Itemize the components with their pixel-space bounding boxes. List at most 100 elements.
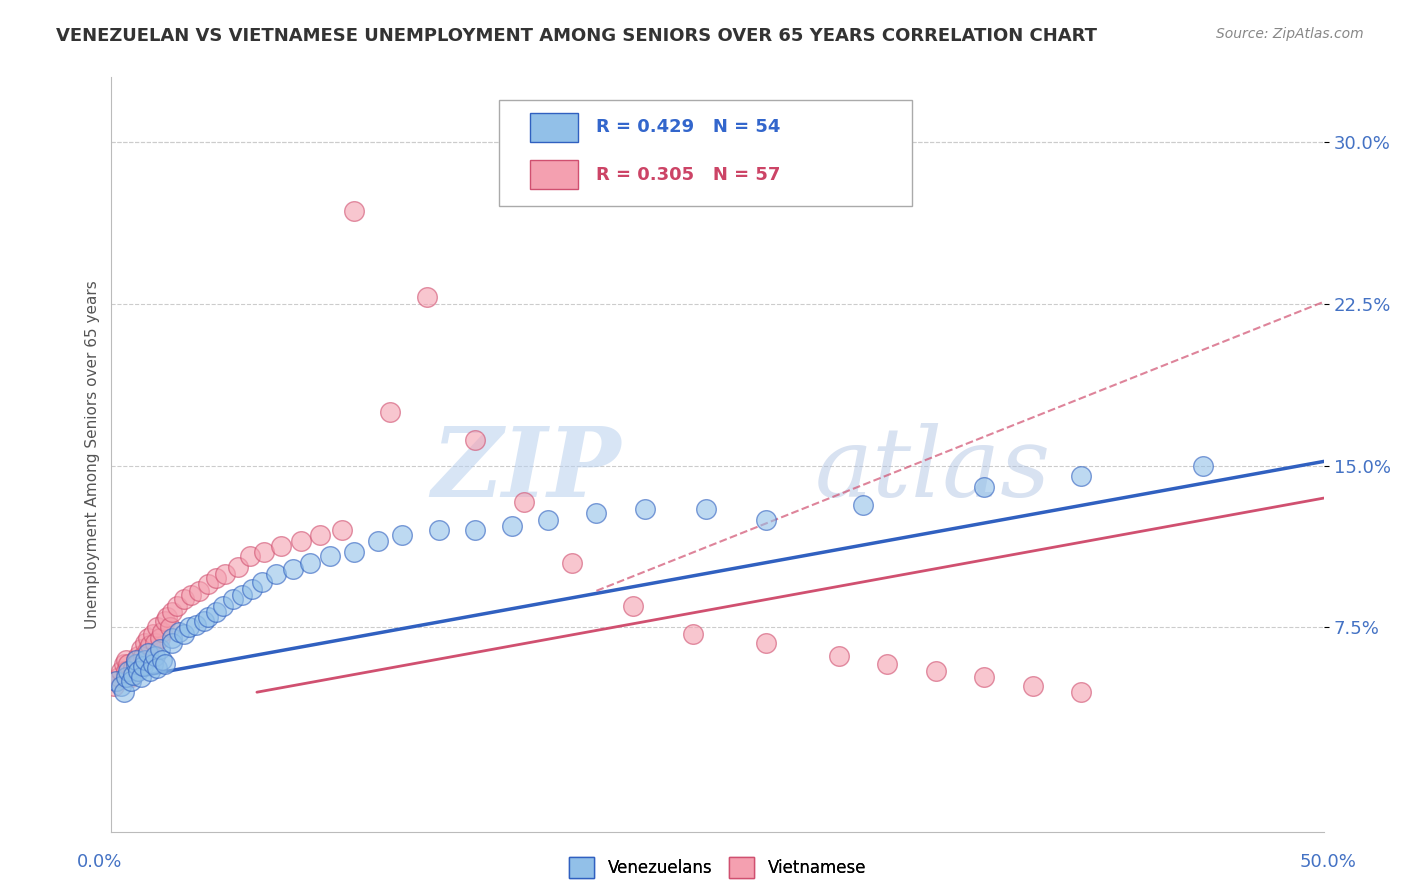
Point [391,527,413,541]
Point [122,668,145,682]
Point [204,606,226,620]
Text: VENEZUELAN VS VIETNAMESE UNEMPLOYMENT AMONG SENIORS OVER 65 YEARS CORRELATION CH: VENEZUELAN VS VIETNAMESE UNEMPLOYMENT AM… [56,27,1097,45]
Point [1070,685,1092,699]
Point [115,670,138,684]
Point [253,545,276,559]
Point [112,657,135,672]
Y-axis label: Unemployment Among Seniors over 65 years: Unemployment Among Seniors over 65 years [86,281,100,629]
Point [115,664,138,678]
Point [634,501,657,516]
Text: Source: ZipAtlas.com: Source: ZipAtlas.com [1216,27,1364,41]
Point [105,674,128,689]
Point [755,635,778,649]
Point [427,524,450,538]
Point [180,588,202,602]
Point [153,614,176,628]
Point [142,627,165,641]
Point [103,679,125,693]
Text: ZIP: ZIP [432,423,620,517]
Point [146,620,169,634]
Point [266,566,288,581]
Point [142,657,165,672]
Point [139,638,162,652]
Point [221,592,243,607]
Point [561,556,583,570]
Point [270,539,292,553]
FancyBboxPatch shape [499,100,911,206]
Point [122,661,145,675]
Point [149,632,172,646]
Point [1191,458,1213,473]
Point [828,648,851,663]
Point [134,653,156,667]
Point [166,599,188,613]
Point [117,664,139,678]
Point [124,653,146,667]
Point [173,592,195,607]
Point [464,524,486,538]
Point [132,659,155,673]
Point [537,513,560,527]
Point [755,513,778,527]
Point [973,670,995,684]
Text: 0.0%: 0.0% [77,853,122,871]
Point [153,657,176,672]
Point [464,433,486,447]
Point [973,480,995,494]
Point [139,664,162,678]
Text: R = 0.305   N = 57: R = 0.305 N = 57 [596,166,780,184]
Point [117,657,139,672]
Point [132,648,155,663]
Point [120,674,142,689]
Point [149,642,172,657]
Point [186,618,208,632]
Point [214,566,236,581]
Point [129,642,152,657]
Point [876,657,898,672]
Point [143,648,166,663]
Point [177,620,200,634]
Point [343,545,366,559]
Point [159,620,181,634]
Point [193,614,215,628]
Text: 50.0%: 50.0% [1301,853,1357,871]
Point [585,506,607,520]
Point [160,632,183,646]
Point [160,635,183,649]
Point [695,501,717,516]
Point [173,627,195,641]
Point [415,290,437,304]
Point [136,632,159,646]
Point [250,575,273,590]
Point [129,670,152,684]
Point [127,648,149,663]
Point [160,606,183,620]
Point [112,685,135,699]
Point [127,664,149,678]
Point [150,624,173,639]
Point [290,534,312,549]
Point [127,657,149,672]
Point [150,653,173,667]
Point [124,653,146,667]
Point [156,609,179,624]
Text: R = 0.429   N = 54: R = 0.429 N = 54 [596,119,780,136]
Point [124,657,146,672]
Legend: Venezuelans, Vietnamese: Venezuelans, Vietnamese [562,851,873,885]
FancyBboxPatch shape [530,113,578,142]
Point [212,599,235,613]
Point [134,635,156,649]
Point [115,653,138,667]
Point [120,670,142,684]
Point [231,588,253,602]
Point [1022,679,1045,693]
Point [136,642,159,657]
Point [621,599,644,613]
Point [309,527,332,541]
Point [107,670,129,684]
Point [367,534,389,549]
Point [226,560,249,574]
Point [110,679,132,693]
Point [1070,469,1092,483]
Point [197,609,219,624]
